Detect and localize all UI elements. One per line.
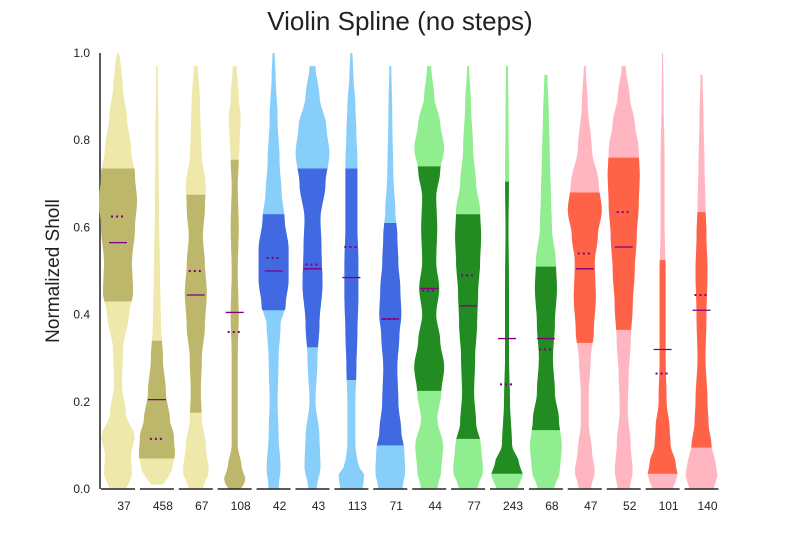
- violin-iqr: [297, 168, 328, 348]
- y-tick-label: 1.0: [73, 46, 90, 60]
- violin-77: [451, 66, 486, 490]
- violin-113: [334, 53, 369, 490]
- violin-iqr: [344, 168, 359, 380]
- x-tick-label: 43: [312, 499, 326, 513]
- violin-52: [606, 66, 641, 490]
- x-tick-label: 108: [231, 499, 251, 513]
- violin-140: [684, 74, 719, 490]
- x-tick-label: 37: [117, 499, 131, 513]
- x-tick-label: 140: [697, 499, 717, 513]
- violin-iqr: [99, 168, 137, 302]
- x-tick-label: 52: [623, 499, 637, 513]
- x-tick-label: 243: [503, 499, 523, 513]
- x-tick-label: 458: [153, 499, 173, 513]
- violin-iqr: [414, 166, 445, 391]
- violin-47: [567, 66, 602, 490]
- violin-iqr: [607, 157, 640, 330]
- y-tick-label: 0.0: [73, 482, 90, 496]
- violin-iqr: [184, 194, 207, 413]
- violin-iqr: [491, 181, 523, 474]
- violin-body: [139, 66, 175, 485]
- violin-iqr: [647, 260, 678, 474]
- violin-71: [373, 66, 408, 490]
- violin-iqr: [224, 159, 246, 490]
- violin-42: [256, 53, 291, 490]
- x-tick-label: 68: [545, 499, 559, 513]
- chart-title: Violin Spline (no steps): [267, 6, 533, 36]
- x-tick-label: 71: [390, 499, 404, 513]
- y-tick-label: 0.8: [73, 133, 90, 147]
- y-tick-label: 0.2: [73, 395, 90, 409]
- x-tick-label: 67: [195, 499, 209, 513]
- violin-iqr: [691, 212, 712, 448]
- violin-68: [528, 74, 563, 490]
- violin-108: [217, 66, 252, 490]
- y-tick-label: 0.4: [73, 308, 90, 322]
- x-tick-label: 47: [584, 499, 598, 513]
- violin-458: [138, 66, 175, 490]
- violin-iqr: [376, 223, 404, 446]
- violin-243: [490, 66, 524, 490]
- violin-37: [99, 53, 137, 490]
- violin-iqr: [455, 214, 482, 439]
- x-tick-label: 113: [348, 499, 367, 513]
- violin-101: [645, 53, 680, 490]
- violin-iqr: [531, 266, 560, 431]
- violin-67: [178, 66, 213, 490]
- violin-43: [295, 66, 330, 490]
- violin-44: [412, 66, 447, 490]
- x-tick-label: 42: [273, 499, 287, 513]
- x-tick-label: 101: [659, 499, 679, 513]
- violin-iqr: [567, 192, 602, 343]
- violin-iqr: [258, 214, 289, 311]
- y-tick-label: 0.6: [73, 220, 90, 234]
- y-axis-label: Normalized Sholl: [43, 199, 64, 343]
- x-tick-label: 77: [467, 499, 481, 513]
- x-tick-label: 44: [429, 499, 443, 513]
